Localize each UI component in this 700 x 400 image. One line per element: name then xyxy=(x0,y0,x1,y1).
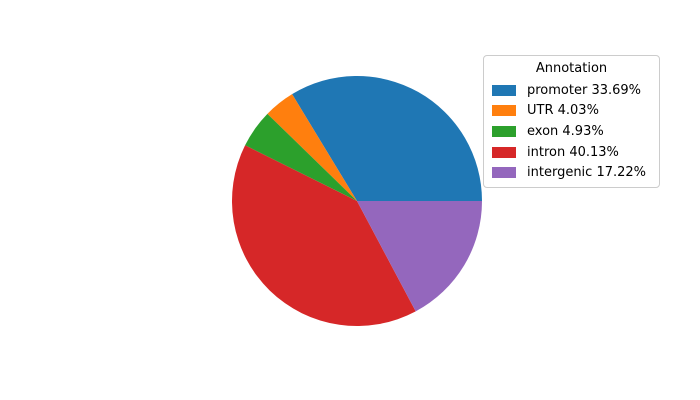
pie-slice-intergenic xyxy=(357,201,482,312)
legend-swatch-promoter xyxy=(492,84,516,96)
legend-item-intergenic: intergenic 17.22% xyxy=(492,162,651,183)
legend-label-intron: intron 40.13% xyxy=(527,144,619,160)
pie-slice-exon xyxy=(245,113,357,201)
legend-label-promoter: promoter 33.69% xyxy=(527,82,642,98)
legend-swatch-exon xyxy=(492,125,516,137)
legend-swatch-UTR xyxy=(492,105,516,117)
legend-item-intron: intron 40.13% xyxy=(492,142,651,163)
pie-slice-UTR xyxy=(267,94,357,201)
legend-title: Annotation xyxy=(535,61,608,76)
legend-swatch-intron xyxy=(492,146,516,158)
legend-rows: promoter 33.69% UTR 4.03% exon 4.93% intron… xyxy=(492,80,651,183)
legend-label-exon: exon 4.93% xyxy=(527,123,604,139)
legend-label-intergenic: intergenic 17.22% xyxy=(527,165,647,181)
legend-item-exon: exon 4.93% xyxy=(492,121,651,142)
legend-item-UTR: UTR 4.03% xyxy=(492,101,651,122)
legend: Annotation promoter 33.69% UTR 4.03% exon … xyxy=(483,55,660,188)
legend-label-UTR: UTR 4.03% xyxy=(527,103,599,119)
pie-slice-promoter xyxy=(292,75,482,201)
pie-slice-intron xyxy=(231,145,416,327)
legend-swatch-intergenic xyxy=(492,167,516,179)
legend-item-promoter: promoter 33.69% xyxy=(492,80,651,101)
